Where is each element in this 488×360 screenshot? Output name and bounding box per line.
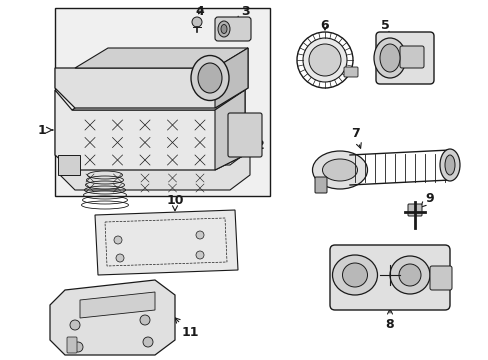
FancyBboxPatch shape bbox=[343, 67, 357, 77]
FancyBboxPatch shape bbox=[227, 113, 262, 157]
FancyBboxPatch shape bbox=[314, 177, 326, 193]
Text: 6: 6 bbox=[320, 18, 328, 32]
Text: 1: 1 bbox=[38, 123, 46, 136]
Ellipse shape bbox=[439, 149, 459, 181]
Circle shape bbox=[116, 254, 124, 262]
Circle shape bbox=[308, 44, 340, 76]
Text: 10: 10 bbox=[166, 194, 183, 211]
Circle shape bbox=[142, 337, 153, 347]
Text: 3: 3 bbox=[236, 5, 249, 23]
Polygon shape bbox=[58, 155, 80, 175]
Circle shape bbox=[303, 38, 346, 82]
Circle shape bbox=[70, 320, 80, 330]
Polygon shape bbox=[80, 292, 155, 318]
FancyBboxPatch shape bbox=[329, 245, 449, 310]
Circle shape bbox=[192, 17, 202, 27]
Ellipse shape bbox=[218, 21, 229, 37]
Ellipse shape bbox=[332, 255, 377, 295]
Circle shape bbox=[196, 251, 203, 259]
Ellipse shape bbox=[342, 263, 367, 287]
Ellipse shape bbox=[322, 159, 357, 181]
FancyBboxPatch shape bbox=[375, 32, 433, 84]
Text: 7: 7 bbox=[350, 126, 361, 148]
Ellipse shape bbox=[312, 151, 367, 189]
Text: 8: 8 bbox=[385, 309, 393, 332]
Bar bbox=[55, 8, 269, 196]
Text: 9: 9 bbox=[420, 192, 433, 207]
Text: 11: 11 bbox=[175, 318, 198, 339]
Polygon shape bbox=[55, 48, 247, 108]
Circle shape bbox=[196, 231, 203, 239]
Ellipse shape bbox=[379, 44, 399, 72]
Polygon shape bbox=[60, 150, 249, 190]
Ellipse shape bbox=[389, 256, 429, 294]
Text: 4: 4 bbox=[195, 5, 204, 18]
Ellipse shape bbox=[373, 38, 405, 78]
FancyBboxPatch shape bbox=[399, 46, 423, 68]
Circle shape bbox=[114, 236, 122, 244]
Polygon shape bbox=[215, 48, 247, 108]
Polygon shape bbox=[55, 90, 244, 170]
Polygon shape bbox=[95, 210, 238, 275]
Ellipse shape bbox=[398, 264, 420, 286]
Polygon shape bbox=[75, 48, 247, 68]
FancyBboxPatch shape bbox=[67, 337, 77, 353]
Circle shape bbox=[140, 315, 150, 325]
Ellipse shape bbox=[191, 55, 228, 100]
Ellipse shape bbox=[198, 63, 222, 93]
FancyBboxPatch shape bbox=[429, 266, 451, 290]
Circle shape bbox=[73, 342, 83, 352]
Polygon shape bbox=[215, 90, 244, 170]
FancyBboxPatch shape bbox=[215, 17, 250, 41]
Text: 5: 5 bbox=[380, 18, 388, 37]
Ellipse shape bbox=[221, 24, 226, 33]
Ellipse shape bbox=[444, 155, 454, 175]
Polygon shape bbox=[72, 90, 244, 110]
Polygon shape bbox=[50, 280, 175, 355]
FancyBboxPatch shape bbox=[407, 204, 421, 216]
Text: 2: 2 bbox=[245, 139, 264, 152]
